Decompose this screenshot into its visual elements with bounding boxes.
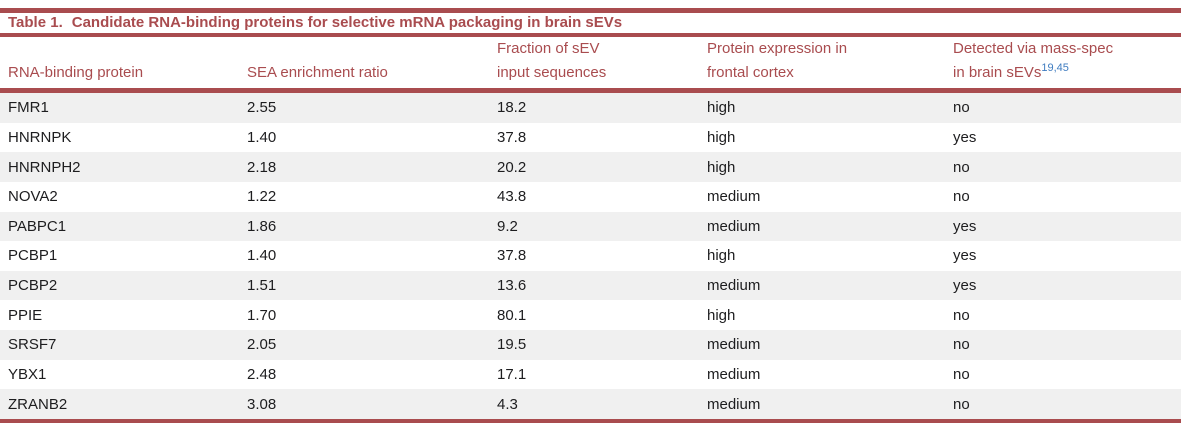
cell-protein: PABPC1 bbox=[8, 217, 67, 235]
cell-mass-spec: no bbox=[953, 336, 970, 354]
cell-fraction: 4.3 bbox=[497, 395, 518, 413]
table-row: FMR1 2.55 18.2 high no bbox=[0, 93, 1181, 123]
cell-protein: HNRNPH2 bbox=[8, 158, 81, 176]
cell-sea-ratio: 1.40 bbox=[247, 128, 277, 146]
header-line: input sequences bbox=[497, 64, 607, 81]
cell-expression: medium bbox=[707, 277, 761, 295]
table-body: FMR1 2.55 18.2 high no HNRNPK 1.40 37.8 … bbox=[0, 93, 1181, 419]
header-line: frontal cortex bbox=[707, 64, 794, 81]
cell-fraction: 20.2 bbox=[497, 158, 527, 176]
cell-protein: SRSF7 bbox=[8, 336, 57, 354]
cell-sea-ratio: 1.86 bbox=[247, 217, 277, 235]
header-line: SEA enrichment ratio bbox=[247, 64, 388, 81]
cell-protein: PCBP1 bbox=[8, 247, 58, 265]
cell-protein: PCBP2 bbox=[8, 277, 58, 295]
cell-fraction: 18.2 bbox=[497, 99, 527, 117]
cell-expression: medium bbox=[707, 395, 761, 413]
cell-sea-ratio: 1.51 bbox=[247, 277, 277, 295]
title-divider-rule bbox=[0, 33, 1181, 37]
cell-mass-spec: yes bbox=[953, 247, 977, 265]
header-fraction-sev-input: Fraction of sEV input sequences bbox=[497, 37, 707, 89]
header-line: Detected via mass-spec bbox=[953, 40, 1114, 57]
cell-mass-spec: yes bbox=[953, 128, 977, 146]
cell-sea-ratio: 2.05 bbox=[247, 336, 277, 354]
table-row: PPIE 1.70 80.1 high no bbox=[0, 300, 1181, 330]
cell-fraction: 17.1 bbox=[497, 365, 527, 383]
cell-fraction: 37.8 bbox=[497, 247, 527, 265]
cell-fraction: 19.5 bbox=[497, 336, 527, 354]
cell-fraction: 80.1 bbox=[497, 306, 527, 324]
cell-mass-spec: no bbox=[953, 188, 970, 206]
cell-expression: medium bbox=[707, 365, 761, 383]
cell-expression: high bbox=[707, 158, 736, 176]
cell-protein: PPIE bbox=[8, 306, 43, 324]
cell-sea-ratio: 1.40 bbox=[247, 247, 277, 265]
cell-expression: medium bbox=[707, 336, 761, 354]
table-number-label: Table 1. bbox=[8, 14, 63, 31]
cell-protein: NOVA2 bbox=[8, 188, 58, 206]
cell-mass-spec: yes bbox=[953, 277, 977, 295]
cell-expression: high bbox=[707, 306, 736, 324]
table-row: HNRNPH2 2.18 20.2 high no bbox=[0, 152, 1181, 182]
header-mass-spec-detected: Detected via mass-spec in brain sEVs19,4… bbox=[953, 37, 1181, 89]
cell-mass-spec: no bbox=[953, 158, 970, 176]
cell-expression: high bbox=[707, 128, 736, 146]
header-line: RNA-binding protein bbox=[8, 64, 144, 81]
cell-protein: YBX1 bbox=[8, 365, 47, 383]
cell-fraction: 9.2 bbox=[497, 217, 518, 235]
citation-superscript[interactable]: 19,45 bbox=[1041, 62, 1069, 74]
cell-fraction: 43.8 bbox=[497, 188, 527, 206]
table-bottom-rule bbox=[0, 418, 1181, 423]
table-row: SRSF7 2.05 19.5 medium no bbox=[0, 330, 1181, 360]
cell-mass-spec: no bbox=[953, 365, 970, 383]
header-divider-rule bbox=[0, 88, 1181, 93]
cell-expression: medium bbox=[707, 217, 761, 235]
header-rna-binding-protein: RNA-binding protein bbox=[0, 61, 247, 89]
cell-fraction: 13.6 bbox=[497, 277, 527, 295]
header-line-text: in brain sEVs bbox=[953, 64, 1042, 81]
cell-fraction: 37.8 bbox=[497, 128, 527, 146]
cell-protein: HNRNPK bbox=[8, 128, 72, 146]
table-title-text: Candidate RNA-binding proteins for selec… bbox=[71, 14, 623, 31]
header-sea-enrichment-ratio: SEA enrichment ratio bbox=[247, 61, 497, 89]
cell-expression: medium bbox=[707, 188, 761, 206]
table-row: PCBP2 1.51 13.6 medium yes bbox=[0, 270, 1181, 301]
table-row: PCBP1 1.40 37.8 high yes bbox=[0, 241, 1181, 271]
header-line: Protein expression in bbox=[707, 40, 848, 57]
header-protein-expression: Protein expression in frontal cortex bbox=[707, 37, 953, 89]
header-line: Fraction of sEV bbox=[497, 40, 600, 57]
cell-sea-ratio: 2.18 bbox=[247, 158, 277, 176]
cell-mass-spec: no bbox=[953, 306, 970, 324]
cell-sea-ratio: 2.48 bbox=[247, 365, 277, 383]
cell-expression: high bbox=[707, 99, 736, 117]
cell-sea-ratio: 2.55 bbox=[247, 99, 277, 117]
cell-protein: FMR1 bbox=[8, 99, 49, 117]
table-row: YBX1 2.48 17.1 medium no bbox=[0, 359, 1181, 390]
cell-expression: high bbox=[707, 247, 736, 265]
table-top-rule bbox=[0, 8, 1181, 13]
table-title: Table 1. Candidate RNA-binding proteins f… bbox=[0, 13, 1181, 33]
table-row: ZRANB2 3.08 4.3 medium no bbox=[0, 389, 1181, 419]
cell-protein: ZRANB2 bbox=[8, 395, 68, 413]
cell-mass-spec: no bbox=[953, 99, 970, 117]
cell-sea-ratio: 1.22 bbox=[247, 188, 277, 206]
table-row: HNRNPK 1.40 37.8 high yes bbox=[0, 122, 1181, 153]
table-row: PABPC1 1.86 9.2 medium yes bbox=[0, 211, 1181, 242]
header-line: in brain sEVs19,45 bbox=[953, 61, 1181, 85]
table-row: NOVA2 1.22 43.8 medium no bbox=[0, 181, 1181, 212]
cell-mass-spec: yes bbox=[953, 217, 977, 235]
cell-sea-ratio: 3.08 bbox=[247, 395, 277, 413]
cell-mass-spec: no bbox=[953, 395, 970, 413]
cell-sea-ratio: 1.70 bbox=[247, 306, 277, 324]
table-1: Table 1. Candidate RNA-binding proteins f… bbox=[0, 8, 1181, 423]
table-header-row: RNA-binding protein SEA enrichment ratio… bbox=[0, 37, 1181, 88]
